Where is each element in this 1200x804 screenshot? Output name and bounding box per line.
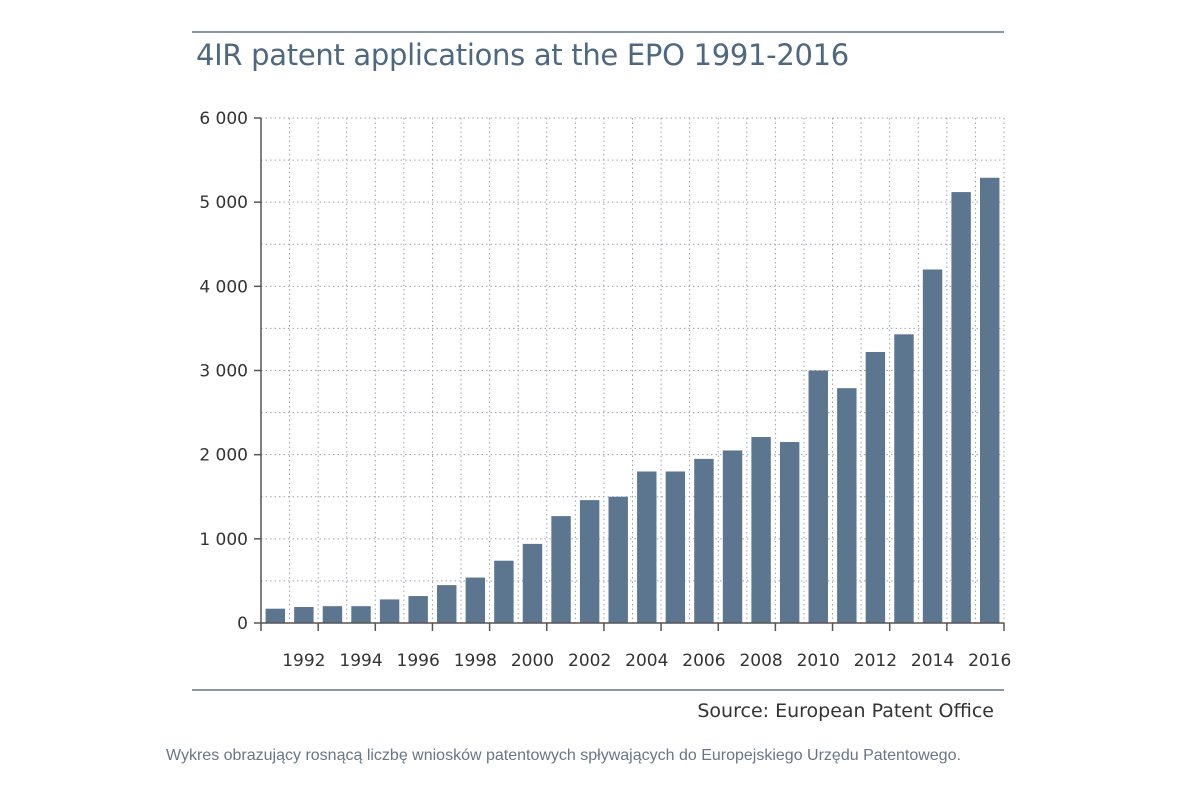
bar-1996 (408, 596, 428, 623)
bar-2012 (865, 351, 886, 623)
top-rule (192, 31, 1004, 33)
x-tick-label: 2004 (625, 651, 668, 671)
y-tick-label: 4 000 (199, 277, 248, 297)
bars (265, 177, 1000, 624)
bar-2000 (522, 543, 543, 623)
x-tick-label: 2014 (911, 651, 954, 671)
bar-1994 (351, 606, 371, 623)
x-tick-label: 1994 (339, 651, 382, 671)
x-tick-label: 2002 (568, 651, 611, 671)
x-tick-labels: 1992 1994 1996 1998 2000 2002 2004 2006 2008 2010… (282, 651, 1011, 671)
image-caption: Wykres obrazujący rosnącą liczbę wnioskó… (166, 747, 961, 764)
x-tick-label: 2010 (797, 651, 840, 671)
y-tick-label: 2 000 (199, 446, 248, 466)
y-tick-labels: 0 1 000 2 000 3 000 4 000 5 000 6 000 (199, 109, 248, 634)
bar-2015 (951, 192, 971, 624)
x-tick-label: 2012 (854, 651, 897, 671)
y-tick-label: 6 000 (199, 109, 248, 129)
bar-2010 (808, 370, 828, 623)
x-tick-label: 2006 (682, 651, 725, 671)
bar-1993 (322, 606, 343, 623)
bar-2007 (722, 450, 743, 623)
bar-2004 (637, 471, 657, 623)
bar-1992 (294, 607, 314, 623)
bar-2008 (751, 436, 771, 623)
y-tick-label: 5 000 (199, 193, 248, 213)
bar-2014 (922, 269, 943, 623)
x-tick-label: 2016 (968, 651, 1011, 671)
bar-1998 (465, 577, 486, 623)
bar-2009 (779, 442, 800, 623)
bar-2013 (894, 334, 914, 623)
x-tick-label: 2008 (739, 651, 782, 671)
bar-2006 (694, 458, 714, 623)
x-tick-label: 1996 (397, 651, 440, 671)
bar-2002 (579, 500, 600, 623)
x-tick-label: 1992 (282, 651, 325, 671)
bar-1997 (437, 585, 457, 623)
chart-title: 4IR patent applications at the EPO 1991-… (196, 38, 849, 72)
x-tick-label: 2000 (511, 651, 554, 671)
y-tick-label: 1 000 (199, 530, 248, 550)
bar-1991 (265, 608, 286, 623)
y-tick-label: 0 (237, 614, 248, 634)
bar-2005 (665, 471, 686, 623)
bar-2001 (551, 516, 571, 623)
source-note: Source: European Patent Office (697, 700, 994, 722)
bar-2011 (837, 388, 857, 623)
axes (254, 117, 1005, 631)
bar-chart: 0 1 000 2 000 3 000 4 000 5 000 6 000 1992 1994… (199, 109, 1011, 671)
bottom-rule (192, 689, 1004, 691)
bar-1999 (494, 560, 514, 623)
bar-1995 (379, 599, 400, 623)
grid (261, 117, 1005, 623)
y-tick-label: 3 000 (199, 362, 248, 382)
x-tick-label: 1998 (454, 651, 497, 671)
bar-2016 (979, 177, 1000, 623)
bar-2003 (608, 496, 628, 623)
